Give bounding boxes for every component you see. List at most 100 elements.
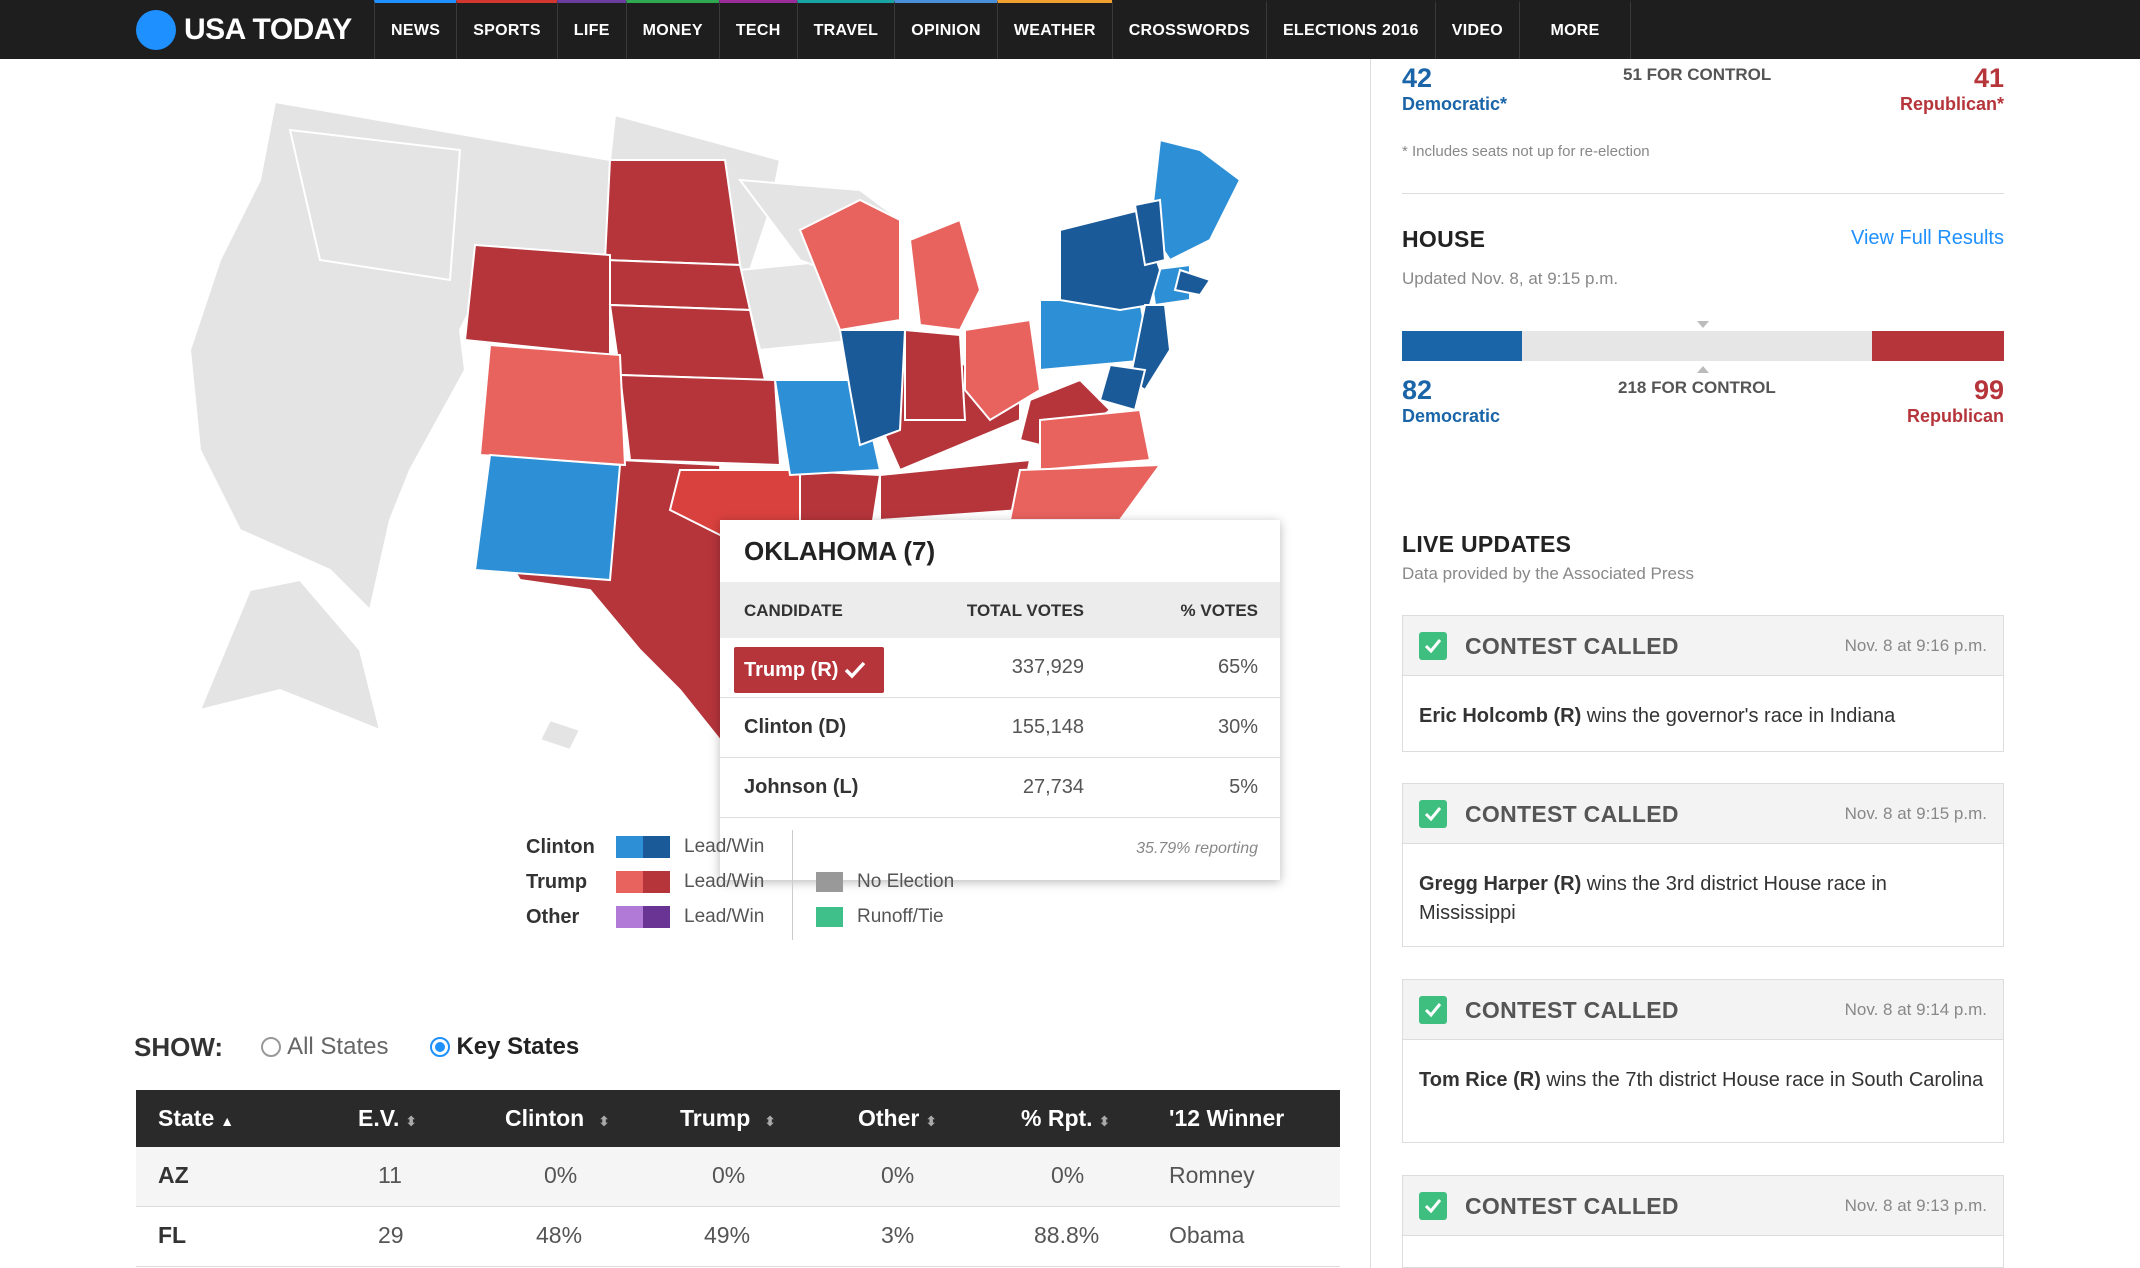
senate-control: 51 FOR CONTROL [1623, 65, 1772, 84]
checkmark-icon [845, 661, 866, 679]
state-ks[interactable] [618, 373, 782, 467]
state-vt-nh[interactable] [1133, 198, 1167, 267]
senate-dem-count: 42 [1402, 63, 1433, 93]
cell-12-winner: Romney [1169, 1162, 1255, 1188]
swatch-win [643, 906, 670, 928]
radio-all-states[interactable]: All States [261, 1033, 388, 1061]
show-label: SHOW: [134, 1031, 224, 1062]
clinton-win-states [838, 198, 1212, 447]
cell-state: AZ [158, 1162, 189, 1188]
nav-items: NEWS SPORTS LIFE MONEY TECH TRAVEL OPINION WEAT… [374, 0, 1632, 59]
state-hawaii[interactable] [538, 718, 582, 752]
house-dem-label: Democratic [1402, 406, 1501, 426]
th-other[interactable]: Other ⬍ [858, 1105, 938, 1131]
control-marker-icon [1697, 321, 1709, 328]
state-co[interactable] [478, 343, 627, 467]
site-logo[interactable]: USA TODAY [136, 10, 352, 50]
state-nc[interactable] [1008, 463, 1163, 521]
state-va[interactable] [1039, 408, 1152, 472]
nav-item-tech[interactable]: TECH [718, 0, 797, 59]
cell-other: 0% [881, 1162, 915, 1188]
radio-key-states[interactable]: Key States [430, 1033, 579, 1061]
nav-item-weather[interactable]: WEATHER [996, 0, 1112, 59]
state-in[interactable] [904, 328, 967, 421]
sort-icon: ⬍ [764, 1113, 777, 1129]
state-wi[interactable] [798, 198, 901, 332]
live-updates-subtitle: Data provided by the Associated Press [1402, 564, 1694, 583]
nav-item-elections-2016[interactable]: ELECTIONS 2016 [1265, 0, 1435, 59]
pct-votes: 5% [1229, 776, 1258, 798]
check-icon [1419, 632, 1447, 660]
sort-asc-icon: ▲ [220, 1113, 235, 1129]
view-full-results-link[interactable]: View Full Results [1850, 227, 2004, 249]
state-sd[interactable] [603, 258, 752, 312]
update-who: Tom Rice (R) [1419, 1069, 1541, 1091]
tooltip-row: Clinton (D) 155,148 30% [720, 698, 1280, 758]
update-text: Tom Rice (R) wins the 7th district House… [1403, 1040, 2003, 1095]
update-who: Eric Holcomb (R) [1419, 705, 1582, 727]
house-dem-count: 82 [1402, 375, 1433, 405]
state-nd-sd[interactable] [603, 159, 742, 267]
col-pct-votes: % VOTES [1180, 601, 1258, 620]
radio-off-icon[interactable] [261, 1037, 282, 1057]
update-time: Nov. 8 at 9:15 p.m. [1844, 804, 1987, 823]
state-nm[interactable] [473, 453, 622, 582]
table-row[interactable]: AZ 11 0% 0% 0% 0% Romney [136, 1147, 1340, 1207]
nav-item-sports[interactable]: SPORTS [456, 0, 557, 59]
state-il[interactable] [838, 329, 907, 447]
cell-trump: 49% [704, 1222, 751, 1248]
update-card[interactable]: CONTEST CALLED Nov. 8 at 9:13 p.m. [1402, 1175, 2004, 1268]
nav-item-life[interactable]: LIFE [556, 0, 626, 59]
state-alaska[interactable] [198, 578, 382, 732]
update-label: CONTEST CALLED [1465, 1193, 1679, 1219]
nav-item-more[interactable]: MORE [1519, 0, 1632, 59]
check-icon [1419, 1192, 1447, 1220]
show-filter: SHOW: All States Key States [134, 1030, 621, 1064]
update-label: CONTEST CALLED [1465, 997, 1679, 1023]
th-12-winner[interactable]: '12 Winner [1169, 1105, 1285, 1131]
state-oh[interactable] [964, 318, 1042, 422]
radio-on-icon[interactable] [430, 1037, 451, 1057]
update-desc: wins the governor's race in Indiana [1581, 705, 1896, 727]
col-total-votes: TOTAL VOTES [966, 601, 1084, 620]
th-trump[interactable]: Trump ⬍ [680, 1105, 777, 1131]
update-time: Nov. 8 at 9:13 p.m. [1844, 1196, 1987, 1215]
th-ev[interactable]: E.V. ⬍ [358, 1105, 418, 1131]
update-card[interactable]: CONTEST CALLED Nov. 8 at 9:16 p.m. Eric … [1402, 615, 2004, 752]
nav-item-news[interactable]: NEWS [374, 0, 457, 59]
state-ne[interactable] [608, 303, 767, 382]
nav-item-money[interactable]: MONEY [625, 0, 719, 59]
swatch-lead [616, 906, 643, 928]
state-wa-or[interactable] [288, 128, 462, 282]
update-text: Gregg Harper (R) wins the 3rd district H… [1403, 844, 2003, 928]
house-rep-count: 99 [1973, 375, 2004, 405]
swatch-win [643, 871, 670, 893]
update-desc: wins the 3rd district House race in Miss… [1419, 873, 1887, 924]
th-state[interactable]: State ▲ [158, 1105, 235, 1131]
th-clinton[interactable]: Clinton ⬍ [505, 1105, 610, 1131]
state-md[interactable] [1098, 363, 1147, 412]
radio-label: All States [287, 1033, 389, 1060]
col-candidate: CANDIDATE [744, 601, 843, 620]
reporting-text: 35.79% reporting [1136, 840, 1258, 857]
legend-row-runoff: Runoff/Tie [816, 905, 944, 929]
nav-item-opinion[interactable]: OPINION [894, 0, 997, 59]
senate-rep-count: 41 [1973, 63, 2004, 93]
total-votes: 27,734 [1022, 776, 1084, 798]
update-card[interactable]: CONTEST CALLED Nov. 8 at 9:15 p.m. Gregg… [1402, 783, 2004, 947]
tooltip-row: Johnson (L) 27,734 5% [720, 758, 1280, 818]
th-pct-rpt[interactable]: % Rpt. ⬍ [1021, 1105, 1111, 1131]
legend-row-clinton: Clinton Lead/Win [526, 835, 764, 859]
nav-item-travel[interactable]: TRAVEL [796, 0, 895, 59]
cell-12-winner: Obama [1169, 1222, 1245, 1248]
table-row[interactable]: FL 29 48% 49% 3% 88.8% Obama [136, 1207, 1340, 1267]
state-ri[interactable] [1173, 268, 1212, 297]
nav-item-video[interactable]: VIDEO [1434, 0, 1519, 59]
state-wy[interactable] [463, 243, 611, 357]
state-mi[interactable] [908, 218, 982, 332]
nav-item-crosswords[interactable]: CROSSWORDS [1111, 0, 1266, 59]
tooltip-title: OKLAHOMA (7) [744, 536, 936, 566]
update-card[interactable]: CONTEST CALLED Nov. 8 at 9:14 p.m. Tom R… [1402, 979, 2004, 1143]
update-card-header: CONTEST CALLED Nov. 8 at 9:14 p.m. [1403, 980, 2003, 1040]
house-rep-label: Republican [1906, 406, 2004, 426]
